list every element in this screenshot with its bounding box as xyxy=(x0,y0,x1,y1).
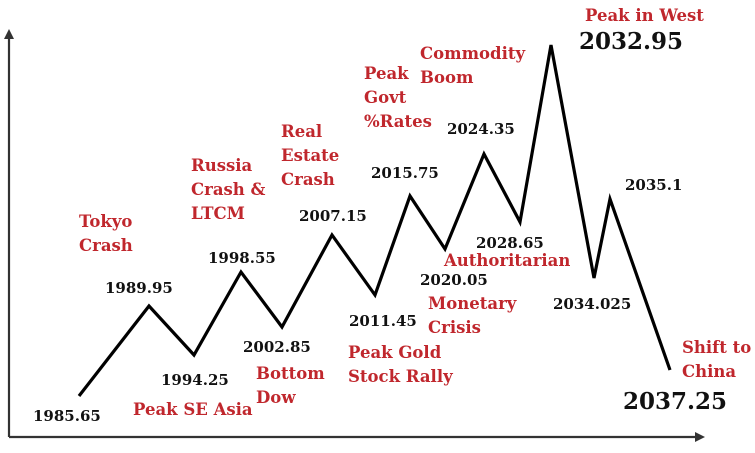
turning-point-label: 2011.45 xyxy=(349,312,417,330)
peak-date-label: 2032.95 xyxy=(579,28,683,55)
event-peak-se-asia: Peak SE Asia xyxy=(133,400,253,419)
turning-point-label: 2028.65 xyxy=(476,234,544,252)
event-bottom-dow: Bottom Dow xyxy=(256,364,330,407)
turning-point-label: 2007.15 xyxy=(299,207,367,225)
event-commodity-boom: Commodity Boom xyxy=(420,44,531,87)
event-russia-ltcm: Russia Crash & LTCM xyxy=(191,156,271,223)
event-real-estate-crash: Real Estate Crash xyxy=(281,122,345,189)
turning-point-label: 2015.75 xyxy=(371,164,439,182)
turning-point-label: 1998.55 xyxy=(208,249,276,267)
turning-point-label: 1989.95 xyxy=(105,279,173,297)
turning-point-label: 2002.85 xyxy=(243,338,311,356)
event-monetary-crisis: Monetary Crisis xyxy=(428,294,522,337)
turning-point-label: 2034.025 xyxy=(553,295,631,313)
event-tokyo-crash: Tokyo Crash xyxy=(79,212,138,255)
turning-point-label: 2024.35 xyxy=(447,120,515,138)
event-peak-gold: Peak Gold Stock Rally xyxy=(348,343,453,386)
turning-point-label: 1994.25 xyxy=(161,371,229,389)
event-peak-govt-rates: Peak Govt %Rates xyxy=(364,64,432,131)
event-peak-in-west: Peak in West xyxy=(585,6,704,25)
turning-point-label: 2020.05 xyxy=(420,271,488,289)
end-date-label: 2037.25 xyxy=(623,388,727,415)
cycle-line xyxy=(77,44,672,397)
event-shift-to-china: Shift to China xyxy=(682,338,755,381)
event-authoritarian: Authoritarian xyxy=(443,251,570,270)
turning-point-label: 1985.65 xyxy=(33,407,101,425)
turning-point-label: 2035.1 xyxy=(625,176,682,194)
